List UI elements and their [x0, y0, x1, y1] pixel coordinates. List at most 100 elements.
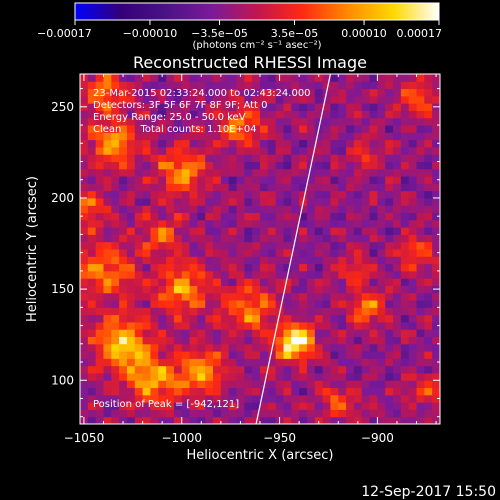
heatmap-cell	[228, 256, 238, 265]
heatmap-cell	[299, 409, 308, 418]
heatmap-cell	[252, 219, 261, 228]
heatmap-cell	[361, 132, 371, 141]
heatmap-cell	[173, 74, 183, 82]
heatmap-cell	[330, 219, 339, 228]
heatmap-cell	[346, 263, 355, 272]
heatmap-cell	[400, 234, 410, 243]
heatmap-cell	[119, 285, 128, 294]
heatmap-cell	[424, 154, 433, 162]
heatmap-cell	[197, 351, 206, 359]
heatmap-cell	[361, 307, 371, 316]
heatmap-cell	[111, 365, 120, 374]
heatmap-cell	[220, 219, 230, 228]
heatmap-cell	[385, 125, 394, 133]
heatmap-cell	[244, 74, 253, 82]
heatmap-cell	[338, 212, 347, 221]
heatmap-cell	[197, 88, 206, 97]
heatmap-cell	[252, 380, 261, 389]
heatmap-cell	[126, 292, 136, 301]
heatmap-cell	[134, 81, 144, 90]
heatmap-cell	[80, 212, 89, 221]
heatmap-cell	[424, 402, 433, 410]
heatmap-cell	[197, 95, 206, 104]
heatmap-cell	[142, 387, 151, 396]
heatmap-cell	[385, 285, 394, 294]
heatmap-cell	[103, 321, 112, 330]
heatmap-cell	[361, 263, 371, 272]
heatmap-cell	[393, 168, 402, 177]
heatmap-cell	[158, 103, 167, 111]
heatmap-cell	[314, 343, 324, 352]
heatmap-cell	[244, 292, 253, 301]
heatmap-cell	[322, 205, 331, 214]
heatmap-cell	[181, 154, 191, 162]
heatmap-cell	[134, 125, 144, 133]
heatmap-cell	[252, 263, 261, 272]
heatmap-cell	[275, 88, 284, 97]
heatmap-cell	[377, 380, 386, 389]
heatmap-cell	[283, 321, 292, 330]
heatmap-cell	[87, 416, 97, 424]
heatmap-cell	[189, 270, 198, 279]
heatmap-cell	[173, 402, 183, 410]
heatmap-cell	[228, 219, 238, 228]
heatmap-cell	[87, 88, 97, 97]
heatmap-cell	[197, 380, 206, 389]
heatmap-cell	[189, 263, 198, 272]
heatmap-cell	[126, 270, 136, 279]
heatmap-cell	[252, 146, 261, 155]
heatmap-cell	[377, 387, 386, 396]
heatmap-cell	[353, 168, 363, 177]
heatmap-cell	[119, 314, 128, 323]
heatmap-cell	[306, 343, 316, 352]
heatmap-cell	[103, 372, 112, 381]
heatmap-cell	[166, 263, 175, 272]
heatmap-cell	[228, 74, 238, 82]
heatmap-cell	[197, 394, 206, 403]
heatmap-cell	[173, 234, 183, 243]
heatmap-cell	[213, 168, 222, 177]
heatmap-cell	[134, 241, 144, 250]
heatmap-cell	[291, 132, 300, 141]
heatmap-cell	[338, 81, 347, 90]
heatmap-cell	[377, 270, 386, 279]
heatmap-cell	[150, 365, 159, 374]
heatmap-cell	[197, 256, 206, 265]
heatmap-cell	[283, 205, 292, 214]
heatmap-cell	[95, 139, 104, 148]
heatmap-cell	[400, 227, 410, 235]
heatmap-cell	[213, 154, 222, 162]
heatmap-cell	[338, 205, 347, 214]
heatmap-cell	[111, 372, 120, 381]
heatmap-cell	[416, 81, 425, 90]
heatmap-cell	[142, 336, 151, 345]
heatmap-cell	[150, 241, 159, 250]
heatmap-cell	[291, 197, 300, 206]
heatmap-cell	[385, 372, 394, 381]
heatmap-cell	[416, 285, 425, 294]
heatmap-cell	[369, 300, 378, 308]
heatmap-cell	[260, 365, 269, 374]
heatmap-cell	[95, 146, 104, 155]
heatmap-cell	[314, 81, 324, 90]
heatmap-cell	[111, 125, 120, 133]
heatmap-cell	[220, 132, 230, 141]
heatmap-cell	[173, 161, 183, 170]
heatmap-cell	[158, 81, 167, 90]
heatmap-cell	[189, 336, 198, 345]
heatmap-cell	[213, 365, 222, 374]
heatmap-cell	[267, 81, 277, 90]
heatmap-cell	[377, 300, 386, 308]
heatmap-cell	[424, 409, 433, 418]
heatmap-cell	[181, 285, 191, 294]
heatmap-cell	[369, 380, 378, 389]
heatmap-cell	[353, 219, 363, 228]
heatmap-cell	[416, 307, 425, 316]
heatmap-cell	[189, 110, 198, 119]
heatmap-cell	[314, 270, 324, 279]
heatmap-cell	[126, 205, 136, 214]
heatmap-cell	[119, 197, 128, 206]
heatmap-cell	[275, 95, 284, 104]
heatmap-cell	[197, 183, 206, 192]
heatmap-cell	[338, 329, 347, 337]
